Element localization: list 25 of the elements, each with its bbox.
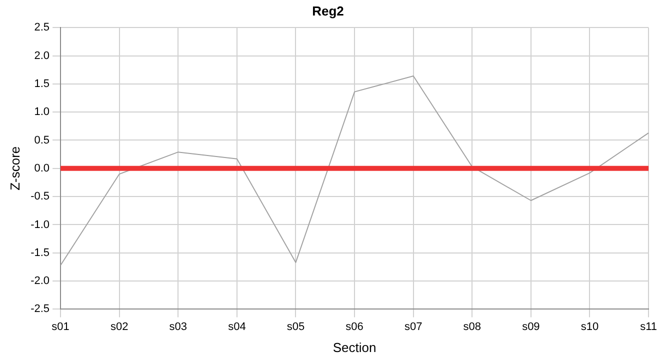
x-tick-label: s03 — [169, 320, 188, 333]
y-tick-label: -2.5 — [30, 303, 50, 316]
y-axis-title: Z-score — [7, 146, 22, 190]
y-tick-label: 0.5 — [34, 134, 50, 146]
y-tick-label: -1.5 — [30, 246, 50, 259]
x-tick-label: s07 — [404, 320, 422, 333]
x-tick-label: s01 — [52, 320, 70, 333]
y-tick-label: 1.5 — [34, 78, 50, 90]
y-tick-label: 2.0 — [34, 50, 50, 62]
y-tick-label: -1.0 — [30, 218, 50, 231]
x-tick-label: s08 — [463, 320, 482, 333]
y-tick-label: -0.5 — [30, 190, 50, 203]
x-tick-label: s06 — [346, 320, 364, 333]
y-tick-label: 0.0 — [34, 162, 50, 174]
y-tick-label: 1.0 — [34, 106, 50, 118]
x-tick-label: s09 — [522, 320, 540, 333]
y-tick-label: -2.0 — [30, 275, 50, 288]
x-tick-label: s05 — [286, 320, 305, 333]
chart-title: Reg2 — [312, 3, 344, 18]
y-tick-label: 2.5 — [34, 22, 50, 34]
x-tick-label: s02 — [110, 320, 128, 333]
x-axis-title: Section — [332, 340, 376, 355]
x-tick-label: s11 — [640, 320, 657, 333]
x-tick-label: s04 — [228, 320, 246, 333]
x-tick-label: s10 — [580, 320, 599, 333]
